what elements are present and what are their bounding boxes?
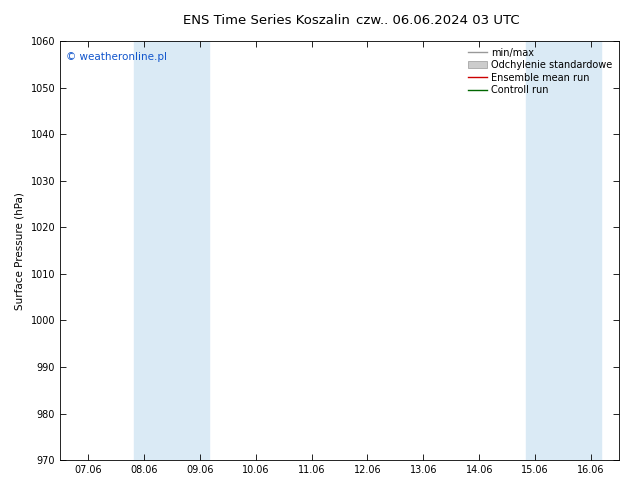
Legend: min/max, Odchylenie standardowe, Ensemble mean run, Controll run: min/max, Odchylenie standardowe, Ensembl… — [465, 46, 614, 97]
Text: czw.. 06.06.2024 03 UTC: czw.. 06.06.2024 03 UTC — [356, 14, 519, 27]
Text: © weatheronline.pl: © weatheronline.pl — [66, 51, 167, 62]
Y-axis label: Surface Pressure (hPa): Surface Pressure (hPa) — [15, 192, 25, 310]
Text: ENS Time Series Koszalin: ENS Time Series Koszalin — [183, 14, 350, 27]
Bar — [134, 41, 209, 460]
Bar — [526, 41, 600, 460]
